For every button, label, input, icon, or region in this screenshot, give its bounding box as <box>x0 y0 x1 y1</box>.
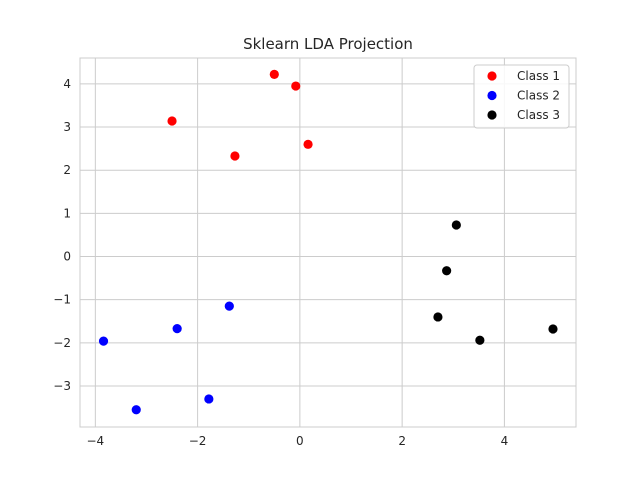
plot-border <box>79 57 577 428</box>
x-tick-label: −2 <box>189 434 207 448</box>
chart-title: Sklearn LDA Projection <box>243 35 413 53</box>
grid <box>80 58 576 427</box>
data-point-class-2 <box>98 336 109 346</box>
data-point-class-1 <box>291 81 301 91</box>
data-point-class-1 <box>303 139 313 149</box>
data-point-class-1 <box>269 69 279 79</box>
data-points <box>98 69 558 415</box>
x-tick-label: 2 <box>398 434 406 448</box>
data-point-class-3 <box>451 220 461 230</box>
y-tick-label: 2 <box>63 163 71 177</box>
x-tick-label: −4 <box>86 434 104 448</box>
y-axis: −3 −2 −1 0 1 2 3 4 <box>53 77 71 393</box>
y-tick-label: 4 <box>63 77 71 91</box>
axes-frame <box>79 57 577 428</box>
x-tick-label: 0 <box>296 434 304 448</box>
y-tick-label: 1 <box>63 206 71 220</box>
data-point-class-2 <box>172 324 182 334</box>
data-point-class-2 <box>131 405 141 415</box>
data-point-class-3 <box>433 312 443 322</box>
x-tick-label: 4 <box>501 434 509 448</box>
legend-label: Class 1 <box>517 69 560 83</box>
legend-marker <box>487 110 497 120</box>
y-tick-label: −3 <box>53 379 71 393</box>
data-point-class-1 <box>230 151 240 161</box>
legend-marker <box>487 90 497 101</box>
data-point-class-1 <box>167 116 177 126</box>
legend-box <box>473 64 570 129</box>
data-point-class-3 <box>475 335 485 345</box>
y-tick-label: 3 <box>63 120 71 134</box>
legend-marker <box>487 71 497 81</box>
legend-label: Class 3 <box>517 108 560 122</box>
data-point-class-3 <box>442 266 452 276</box>
y-tick-label: −1 <box>53 293 71 307</box>
legend: Class 1 Class 2 Class 3 <box>473 64 570 129</box>
y-tick-label: 0 <box>63 250 71 264</box>
x-axis: −4 −2 0 2 4 <box>86 434 508 448</box>
data-point-class-3 <box>548 324 558 334</box>
data-point-class-2 <box>204 394 214 404</box>
data-point-class-2 <box>224 301 234 311</box>
y-tick-label: −2 <box>53 336 71 350</box>
legend-label: Class 2 <box>517 89 560 103</box>
